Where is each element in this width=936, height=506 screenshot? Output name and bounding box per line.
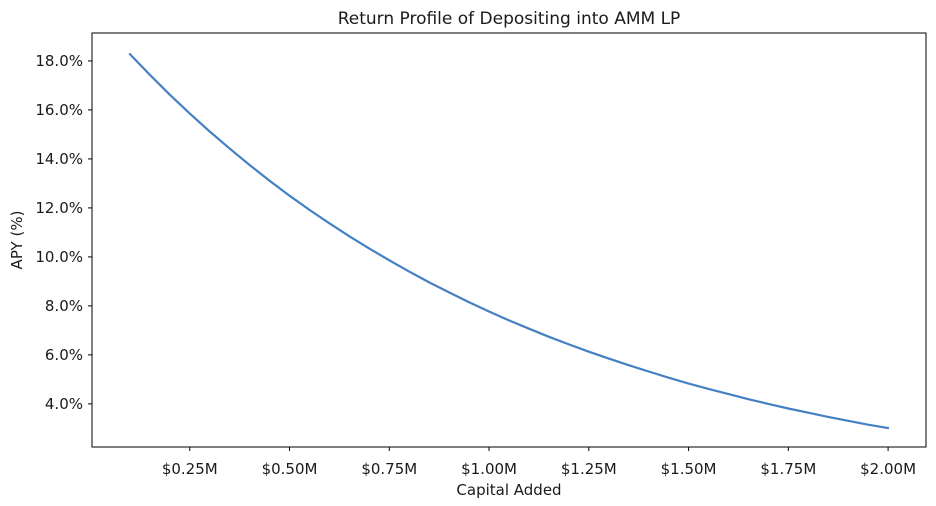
x-tick-label: $0.25M xyxy=(162,460,218,478)
y-tick-label: 4.0% xyxy=(45,395,83,413)
y-tick-label: 14.0% xyxy=(35,150,83,168)
x-tick-label: $1.50M xyxy=(661,460,717,478)
x-tick-label: $0.75M xyxy=(361,460,417,478)
x-tick-label: $1.75M xyxy=(760,460,816,478)
y-tick-label: 16.0% xyxy=(35,101,83,119)
y-axis-label: APY (%) xyxy=(8,210,26,270)
x-tick-label: $1.25M xyxy=(561,460,617,478)
y-tick-label: 6.0% xyxy=(45,346,83,364)
x-tick-label: $0.50M xyxy=(262,460,318,478)
x-axis-label: Capital Added xyxy=(456,481,562,499)
apy-curve xyxy=(128,52,890,430)
y-tick-label: 12.0% xyxy=(35,199,83,217)
chart-title: Return Profile of Depositing into AMM LP xyxy=(337,9,681,29)
x-tick-label: $2.00M xyxy=(860,460,916,478)
plot-border xyxy=(91,32,927,448)
y-tick-label: 18.0% xyxy=(35,52,83,70)
y-tick-label: 10.0% xyxy=(35,248,83,266)
y-tick-label: 8.0% xyxy=(45,297,83,315)
x-tick-label: $1.00M xyxy=(461,460,517,478)
